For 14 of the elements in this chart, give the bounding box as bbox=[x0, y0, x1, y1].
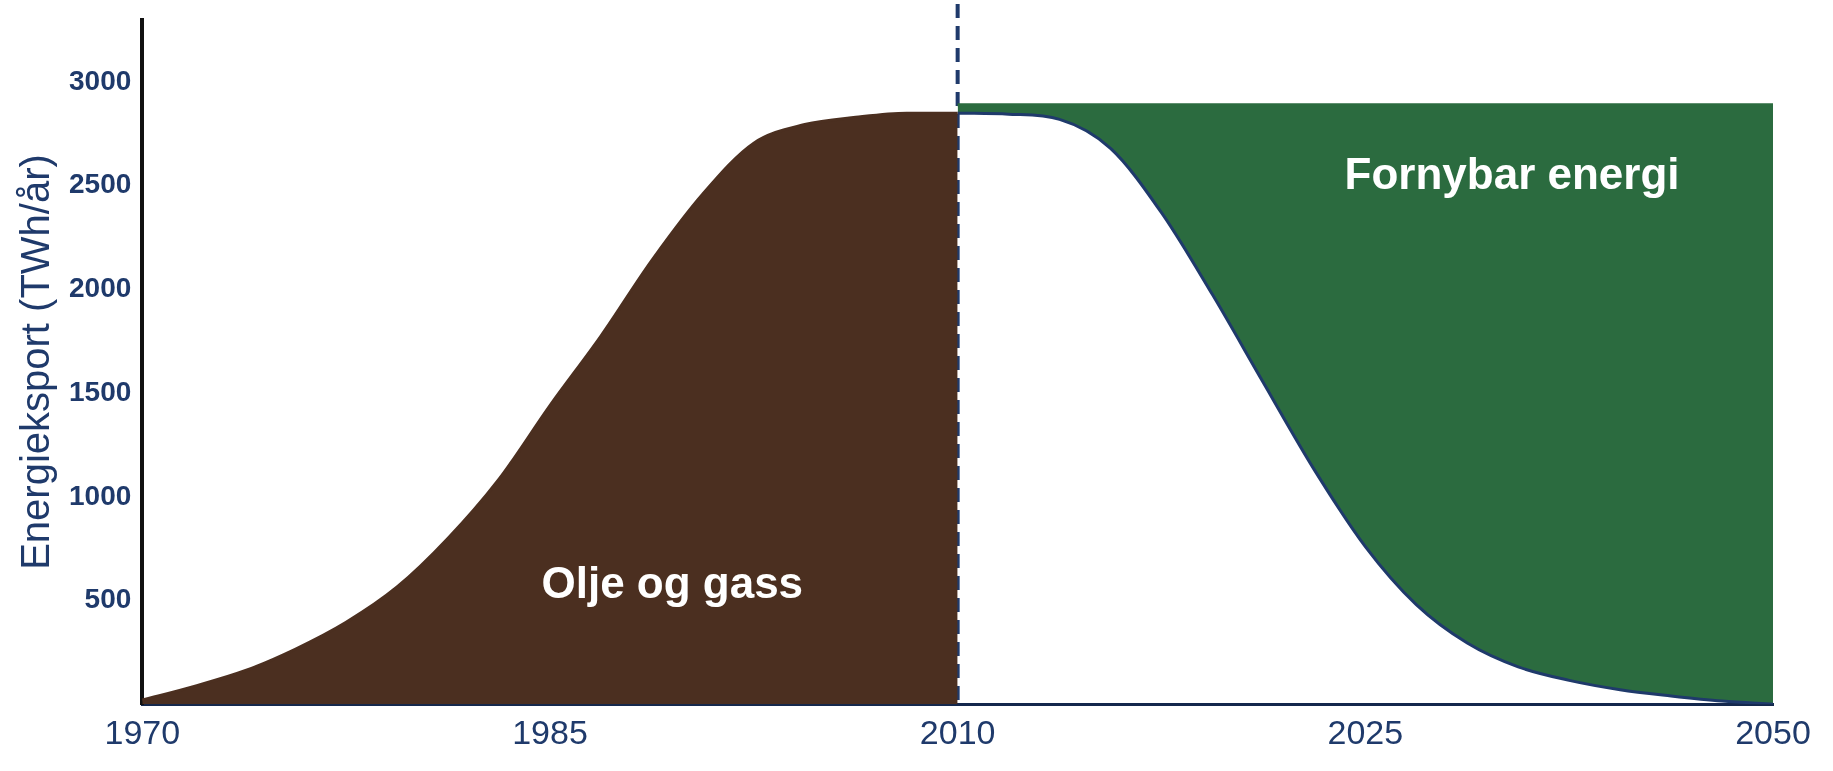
x-tick-label: 1970 bbox=[104, 712, 181, 751]
x-tick-label: 2010 bbox=[919, 712, 996, 751]
x-tick-label: 1985 bbox=[512, 712, 588, 751]
x-tick-label: 2025 bbox=[1327, 712, 1404, 751]
y-tick-label: 1000 bbox=[68, 479, 132, 511]
x-tick-label: 2050 bbox=[1735, 712, 1811, 751]
y-tick-label: 2000 bbox=[68, 272, 132, 304]
y-tick-label: 1500 bbox=[68, 375, 132, 407]
y-tick-label: 3000 bbox=[68, 64, 132, 96]
series-label: Fornybar energi bbox=[1344, 148, 1680, 198]
series-label: Olje og gass bbox=[541, 558, 804, 608]
y-tick-label: 2500 bbox=[68, 168, 132, 200]
y-tick-label: 500 bbox=[84, 583, 132, 615]
y-axis-title: Energieksport (TWh/år) bbox=[13, 154, 58, 570]
